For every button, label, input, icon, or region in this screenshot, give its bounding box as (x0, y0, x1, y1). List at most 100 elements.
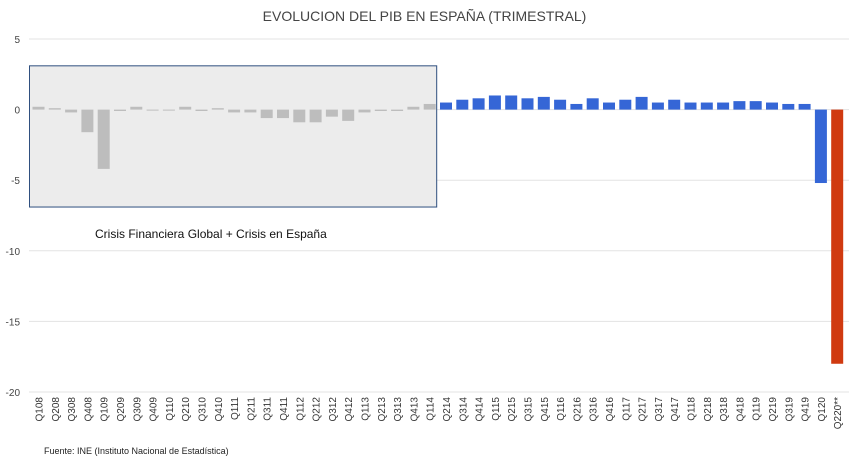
x-tick-label: Q414 (475, 397, 486, 422)
bar-Q416 (603, 102, 615, 110)
bar-Q414 (472, 98, 485, 110)
x-tick-label: Q311 (263, 397, 274, 421)
x-tick-label: Q419 (801, 397, 812, 422)
bar-Q317 (651, 102, 664, 110)
x-tick-label: Q308 (67, 397, 78, 422)
bar-Q418 (733, 101, 746, 110)
x-tick-label: Q213 (377, 397, 388, 422)
x-tick-label: Q309 (132, 397, 143, 422)
x-tick-label: Q314 (458, 397, 469, 422)
x-tick-label: Q119 (752, 397, 763, 421)
x-tick-label: Q112 (295, 397, 306, 421)
bar-Q319 (782, 103, 795, 110)
y-tick-label: -20 (6, 388, 21, 399)
crisis-annotation: Crisis Financiera Global + Crisis en Esp… (95, 227, 327, 241)
crisis-period-box (29, 65, 438, 208)
bar-Q116 (554, 99, 567, 110)
bar-Q119 (749, 101, 762, 110)
x-tick-label: Q115 (491, 397, 502, 421)
bar-Q409 (146, 109, 159, 111)
x-tick-label: Q220** (833, 397, 844, 429)
bar-Q417 (668, 99, 681, 110)
x-tick-label: Q209 (116, 397, 127, 422)
bar-Q112 (293, 109, 306, 123)
x-tick-label: Q215 (507, 397, 518, 422)
x-tick-label: Q212 (312, 397, 323, 422)
x-tick-label: Q118 (687, 397, 698, 421)
bar-Q316 (586, 98, 599, 110)
bar-Q411 (277, 109, 289, 119)
x-tick-label: Q313 (393, 397, 404, 422)
bar-Q318 (717, 102, 730, 110)
x-tick-label: Q409 (149, 397, 160, 422)
x-tick-label: Q417 (670, 397, 681, 422)
x-tick-label: Q216 (572, 397, 583, 422)
x-tick-label: Q217 (638, 397, 649, 422)
bar-Q311 (260, 109, 273, 119)
bar-Q315 (521, 98, 534, 110)
x-tick-label: Q219 (768, 397, 779, 422)
bar-Q312 (325, 109, 338, 117)
bar-Q110 (162, 109, 175, 111)
bar-Q219 (766, 102, 778, 110)
bar-Q218 (700, 102, 713, 110)
bar-Q216 (570, 103, 583, 110)
bar-Q408 (81, 109, 94, 133)
bar-Q412 (342, 109, 355, 121)
bar-Q308 (65, 109, 78, 113)
bar-Q314 (456, 99, 469, 110)
x-tick-label: Q214 (442, 397, 453, 422)
x-tick-label: Q218 (703, 397, 714, 422)
x-tick-label: Q318 (719, 397, 730, 422)
bar-Q210 (179, 106, 192, 110)
bar-Q208 (48, 108, 61, 110)
grid-lines (29, 38, 849, 393)
bar-Q115 (488, 95, 501, 110)
bar-Q211 (244, 109, 257, 113)
source-note: Fuente: INE (Instituto Nacional de Estad… (44, 446, 229, 456)
bar-Q109 (97, 109, 110, 169)
x-tick-label: Q108 (35, 397, 46, 422)
x-tick-label: Q413 (409, 397, 420, 422)
x-tick-label: Q317 (654, 397, 665, 422)
bar-Q215 (505, 95, 518, 110)
x-tick-label: Q408 (83, 397, 94, 422)
x-tick-label: Q418 (735, 397, 746, 422)
x-tick-label: Q117 (621, 397, 632, 421)
y-tick-label: 5 (14, 35, 20, 46)
bar-Q217 (635, 96, 648, 110)
bar-Q214 (440, 102, 452, 110)
x-tick-label: Q411 (279, 397, 290, 421)
bar-Q413 (407, 106, 420, 110)
bar-Q220** (831, 109, 844, 364)
bar-Q108 (32, 106, 45, 110)
bar-Q113 (358, 109, 371, 113)
y-tick-label: -5 (11, 176, 20, 187)
x-tick-label: Q410 (214, 397, 225, 422)
bar-Q114 (423, 103, 436, 110)
bar-Q309 (130, 106, 143, 110)
x-tick-label: Q114 (426, 397, 437, 421)
bars (32, 95, 844, 364)
x-tick-label: Q312 (328, 397, 339, 422)
bar-Q117 (619, 99, 632, 110)
x-tick-label: Q210 (181, 397, 192, 422)
x-tick-label: Q315 (524, 397, 535, 422)
bar-Q313 (391, 109, 404, 112)
x-axis-ticks: Q108 Q208 Q308 Q408 Q109 Q209 Q309 Q409 Q110 Q210… (35, 397, 845, 430)
bar-Q120 (814, 109, 827, 184)
x-tick-label: Q415 (540, 397, 551, 422)
x-tick-label: Q110 (165, 397, 176, 421)
y-tick-label: 0 (14, 106, 20, 117)
x-tick-label: Q111 (230, 397, 241, 420)
bar-Q111 (228, 109, 241, 113)
y-tick-label: -10 (6, 247, 21, 258)
bar-Q310 (195, 109, 208, 112)
x-tick-label: Q416 (605, 397, 616, 422)
crisis-box-rect (29, 65, 438, 208)
chart-title: EVOLUCION DEL PIB EN ESPAÑA (TRIMESTRAL) (262, 8, 587, 24)
bar-Q118 (684, 102, 697, 110)
x-tick-label: Q120 (817, 397, 828, 422)
bar-Q212 (309, 109, 322, 123)
